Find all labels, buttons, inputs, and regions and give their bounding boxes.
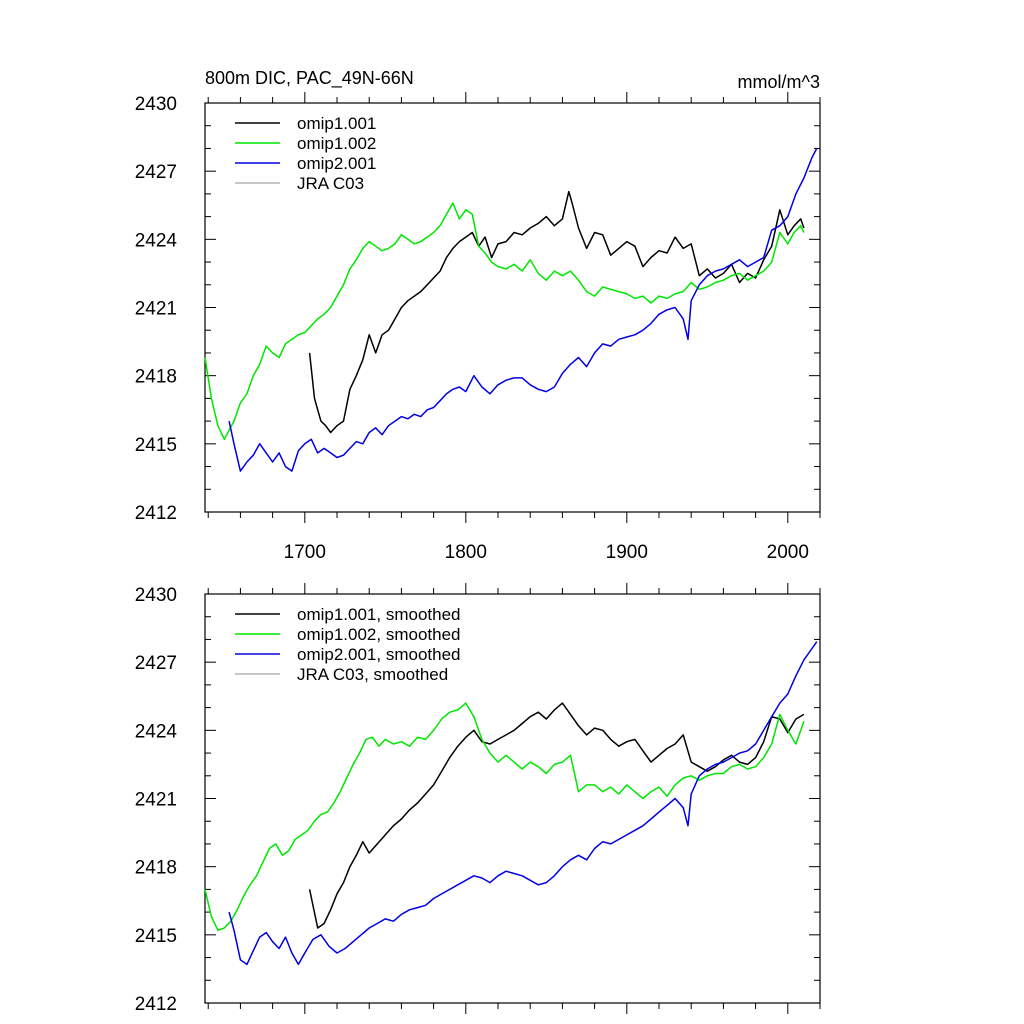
top-y-tick-label: 2415 <box>135 435 177 456</box>
top-x-tick-label: 1800 <box>445 542 487 563</box>
top-y-tick-label: 2424 <box>135 230 178 251</box>
top-y-tick-label: 2412 <box>135 503 177 524</box>
bottom-y-tick-label: 2424 <box>135 721 178 742</box>
bottom-y-tick-label: 2418 <box>135 858 177 879</box>
bottom-y-tick-label: 2415 <box>135 926 177 947</box>
bottom-series-line-0 <box>308 702 805 929</box>
top-legend-label-0: omip1.001 <box>297 114 376 133</box>
top-y-tick-label: 2418 <box>135 367 177 388</box>
top-panel: 800m DIC, PAC_49N-66N mmol/m^3 241224152… <box>135 68 821 563</box>
bottom-legend-label-1: omip1.002, smoothed <box>297 625 461 644</box>
bottom-y-tick-label: 2421 <box>135 790 177 811</box>
panel-title: 800m DIC, PAC_49N-66N <box>205 68 414 89</box>
bottom-panel: 2412 2415 2418 2421 2424 2427 2430 omip1.001, … <box>135 583 821 1015</box>
top-x-tick-label: 1900 <box>606 542 648 563</box>
top-legend-label-2: omip2.001 <box>297 154 376 173</box>
top-series-line-1 <box>204 202 805 441</box>
top-legend-label-3: JRA C03 <box>297 174 364 193</box>
top-y-tick-label: 2430 <box>135 94 177 115</box>
bottom-legend-label-0: omip1.001, smoothed <box>297 605 461 624</box>
bottom-y-tick-label: 2412 <box>135 994 177 1015</box>
top-y-tick-label: 2421 <box>135 299 177 320</box>
top-series-line-2 <box>228 148 818 472</box>
top-x-tick-label: 1700 <box>284 542 326 563</box>
bottom-legend-label-3: JRA C03, smoothed <box>297 665 448 684</box>
top-plot-area <box>204 148 818 472</box>
units-label: mmol/m^3 <box>738 72 820 92</box>
top-x-tick-label: 2000 <box>767 542 809 563</box>
top-axes: 2412 2415 2418 2421 2424 2427 2430 1700 1800 1900… <box>135 92 821 563</box>
bottom-legend-label-2: omip2.001, smoothed <box>297 645 461 664</box>
bottom-series-line-1 <box>204 702 805 932</box>
top-series-line-0 <box>308 190 805 434</box>
bottom-plot-area <box>204 641 818 966</box>
bottom-axes: 2412 2415 2418 2421 2424 2427 2430 <box>135 583 821 1015</box>
top-legend-label-1: omip1.002 <box>297 134 376 153</box>
bottom-series-line-2 <box>228 641 818 966</box>
top-y-tick-label: 2427 <box>135 162 177 183</box>
bottom-y-tick-label: 2430 <box>135 585 177 606</box>
bottom-y-tick-label: 2427 <box>135 653 177 674</box>
